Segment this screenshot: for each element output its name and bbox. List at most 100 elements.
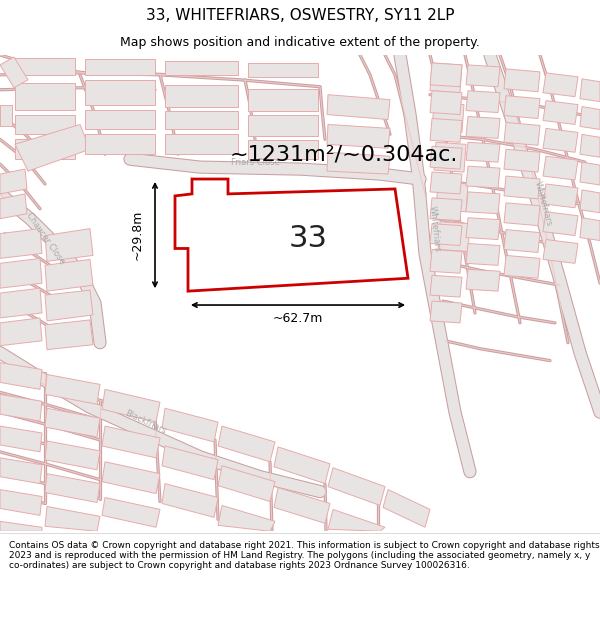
Polygon shape — [504, 176, 540, 199]
Polygon shape — [248, 89, 318, 111]
Polygon shape — [430, 275, 462, 297]
Polygon shape — [430, 249, 462, 273]
Polygon shape — [543, 212, 578, 236]
Polygon shape — [0, 229, 42, 258]
Polygon shape — [274, 488, 330, 523]
Polygon shape — [0, 194, 27, 219]
Polygon shape — [0, 104, 12, 126]
Polygon shape — [580, 79, 600, 102]
Polygon shape — [0, 489, 42, 516]
Polygon shape — [0, 426, 42, 452]
Text: 33: 33 — [289, 224, 328, 253]
Polygon shape — [466, 269, 500, 291]
Polygon shape — [162, 408, 218, 442]
Polygon shape — [430, 119, 462, 142]
Polygon shape — [580, 162, 600, 185]
Polygon shape — [15, 58, 75, 75]
Polygon shape — [15, 124, 90, 171]
Polygon shape — [15, 82, 75, 109]
Text: Map shows position and indicative extent of the property.: Map shows position and indicative extent… — [120, 36, 480, 49]
Polygon shape — [165, 111, 238, 129]
Polygon shape — [45, 374, 100, 404]
Polygon shape — [504, 256, 540, 278]
Polygon shape — [430, 146, 462, 169]
Polygon shape — [327, 94, 390, 119]
Polygon shape — [580, 190, 600, 213]
Polygon shape — [248, 63, 318, 77]
Polygon shape — [15, 114, 75, 134]
Polygon shape — [0, 57, 28, 88]
Polygon shape — [102, 426, 160, 458]
Polygon shape — [466, 142, 500, 162]
Polygon shape — [466, 116, 500, 138]
Polygon shape — [466, 244, 500, 266]
Polygon shape — [543, 73, 578, 97]
Polygon shape — [438, 222, 470, 251]
Polygon shape — [85, 134, 155, 154]
Polygon shape — [45, 408, 100, 437]
Text: ~62.7m: ~62.7m — [273, 312, 323, 326]
Polygon shape — [543, 184, 578, 208]
Polygon shape — [504, 229, 540, 253]
Polygon shape — [45, 259, 93, 291]
Polygon shape — [0, 521, 42, 531]
Polygon shape — [504, 149, 540, 172]
Polygon shape — [543, 156, 578, 180]
Polygon shape — [504, 69, 540, 92]
Polygon shape — [327, 124, 390, 148]
Polygon shape — [327, 152, 390, 174]
Polygon shape — [0, 394, 42, 421]
Text: Friars Close: Friars Close — [230, 158, 280, 167]
Polygon shape — [436, 182, 468, 212]
Polygon shape — [15, 139, 75, 159]
Polygon shape — [162, 484, 218, 518]
Polygon shape — [430, 91, 462, 114]
Polygon shape — [248, 141, 318, 159]
Polygon shape — [543, 101, 578, 124]
Polygon shape — [102, 498, 160, 528]
Polygon shape — [218, 426, 275, 462]
Text: Chaucer Close: Chaucer Close — [24, 211, 66, 266]
Polygon shape — [274, 447, 330, 484]
Polygon shape — [45, 229, 93, 261]
Polygon shape — [543, 239, 578, 263]
Text: Blackfriars: Blackfriars — [123, 409, 167, 436]
Polygon shape — [466, 65, 500, 87]
Polygon shape — [466, 166, 500, 188]
Polygon shape — [0, 362, 42, 389]
Text: 33, WHITEFRIARS, OSWESTRY, SY11 2LP: 33, WHITEFRIARS, OSWESTRY, SY11 2LP — [146, 8, 454, 23]
Polygon shape — [466, 192, 500, 214]
Polygon shape — [165, 61, 238, 75]
Polygon shape — [430, 63, 462, 92]
Polygon shape — [580, 134, 600, 158]
Polygon shape — [165, 134, 238, 154]
Polygon shape — [0, 169, 27, 194]
Polygon shape — [45, 320, 93, 349]
Polygon shape — [248, 114, 318, 136]
Polygon shape — [102, 462, 160, 494]
Polygon shape — [504, 203, 540, 226]
Polygon shape — [0, 288, 42, 318]
Polygon shape — [580, 107, 600, 129]
Polygon shape — [85, 80, 155, 104]
Polygon shape — [85, 59, 155, 75]
Polygon shape — [328, 509, 385, 531]
Polygon shape — [218, 506, 275, 531]
Polygon shape — [434, 142, 466, 172]
Polygon shape — [430, 198, 462, 221]
Polygon shape — [0, 318, 42, 346]
Polygon shape — [175, 179, 408, 291]
Text: Whitefriars: Whitefriars — [428, 205, 442, 252]
Polygon shape — [102, 389, 160, 422]
Polygon shape — [45, 506, 100, 531]
Polygon shape — [165, 85, 238, 107]
Polygon shape — [504, 96, 540, 119]
Polygon shape — [45, 290, 93, 321]
Polygon shape — [0, 258, 42, 288]
Polygon shape — [580, 217, 600, 241]
Polygon shape — [430, 301, 462, 323]
Polygon shape — [383, 489, 430, 528]
Polygon shape — [430, 63, 462, 87]
Text: Contains OS data © Crown copyright and database right 2021. This information is : Contains OS data © Crown copyright and d… — [9, 541, 599, 571]
Polygon shape — [466, 91, 500, 112]
